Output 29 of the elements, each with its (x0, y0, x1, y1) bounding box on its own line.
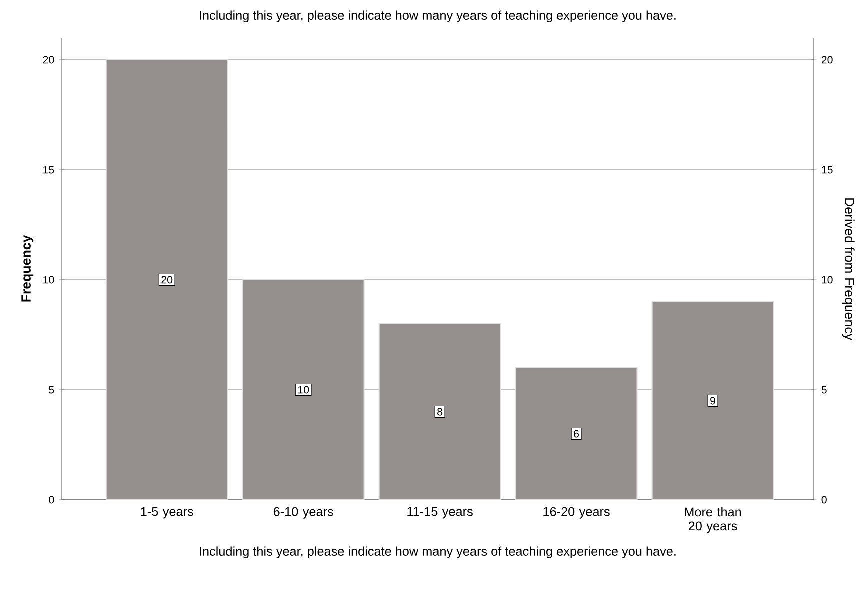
x-tick-label: More than 20 years (685, 507, 742, 534)
y-tick-label: 10 (44, 276, 54, 284)
y2-tick-label: 20 (822, 56, 833, 64)
data-label: 9 (710, 397, 716, 405)
bar (515, 367, 638, 500)
y2-tick-label: 15 (822, 166, 833, 174)
y-tick-label: 5 (49, 386, 54, 394)
data-label: 8 (438, 408, 443, 416)
x-tick-label: 16-20 years (544, 507, 610, 519)
chart-title: Including this year, please indicate how many years of teaching experience you have. (200, 10, 676, 23)
bar (106, 59, 228, 500)
bar (242, 279, 365, 500)
bar (652, 301, 774, 500)
data-label: 10 (298, 386, 310, 394)
x-tick-label: 6-10 years (274, 507, 334, 519)
y-tick-label: 0 (49, 496, 54, 504)
y-axis-title: Frequency (22, 235, 34, 302)
y-tick-label: 20 (43, 56, 54, 64)
y2-tick-label: 5 (822, 386, 827, 394)
data-label: 6 (574, 430, 580, 438)
y2-tick-label: 10 (822, 276, 833, 284)
y-tick-label: 15 (44, 166, 54, 174)
data-label: 20 (162, 276, 173, 284)
x-tick-label: 11-15 years (408, 507, 473, 519)
y2-axis-title: Derived from Frequency (842, 198, 855, 340)
bar (378, 323, 502, 500)
x-axis-title: Including this year, please indicate how many years of teaching experience you have. (200, 546, 676, 559)
y2-tick-label: 0 (822, 496, 827, 504)
x-tick-label: 1-5 years (141, 507, 194, 519)
